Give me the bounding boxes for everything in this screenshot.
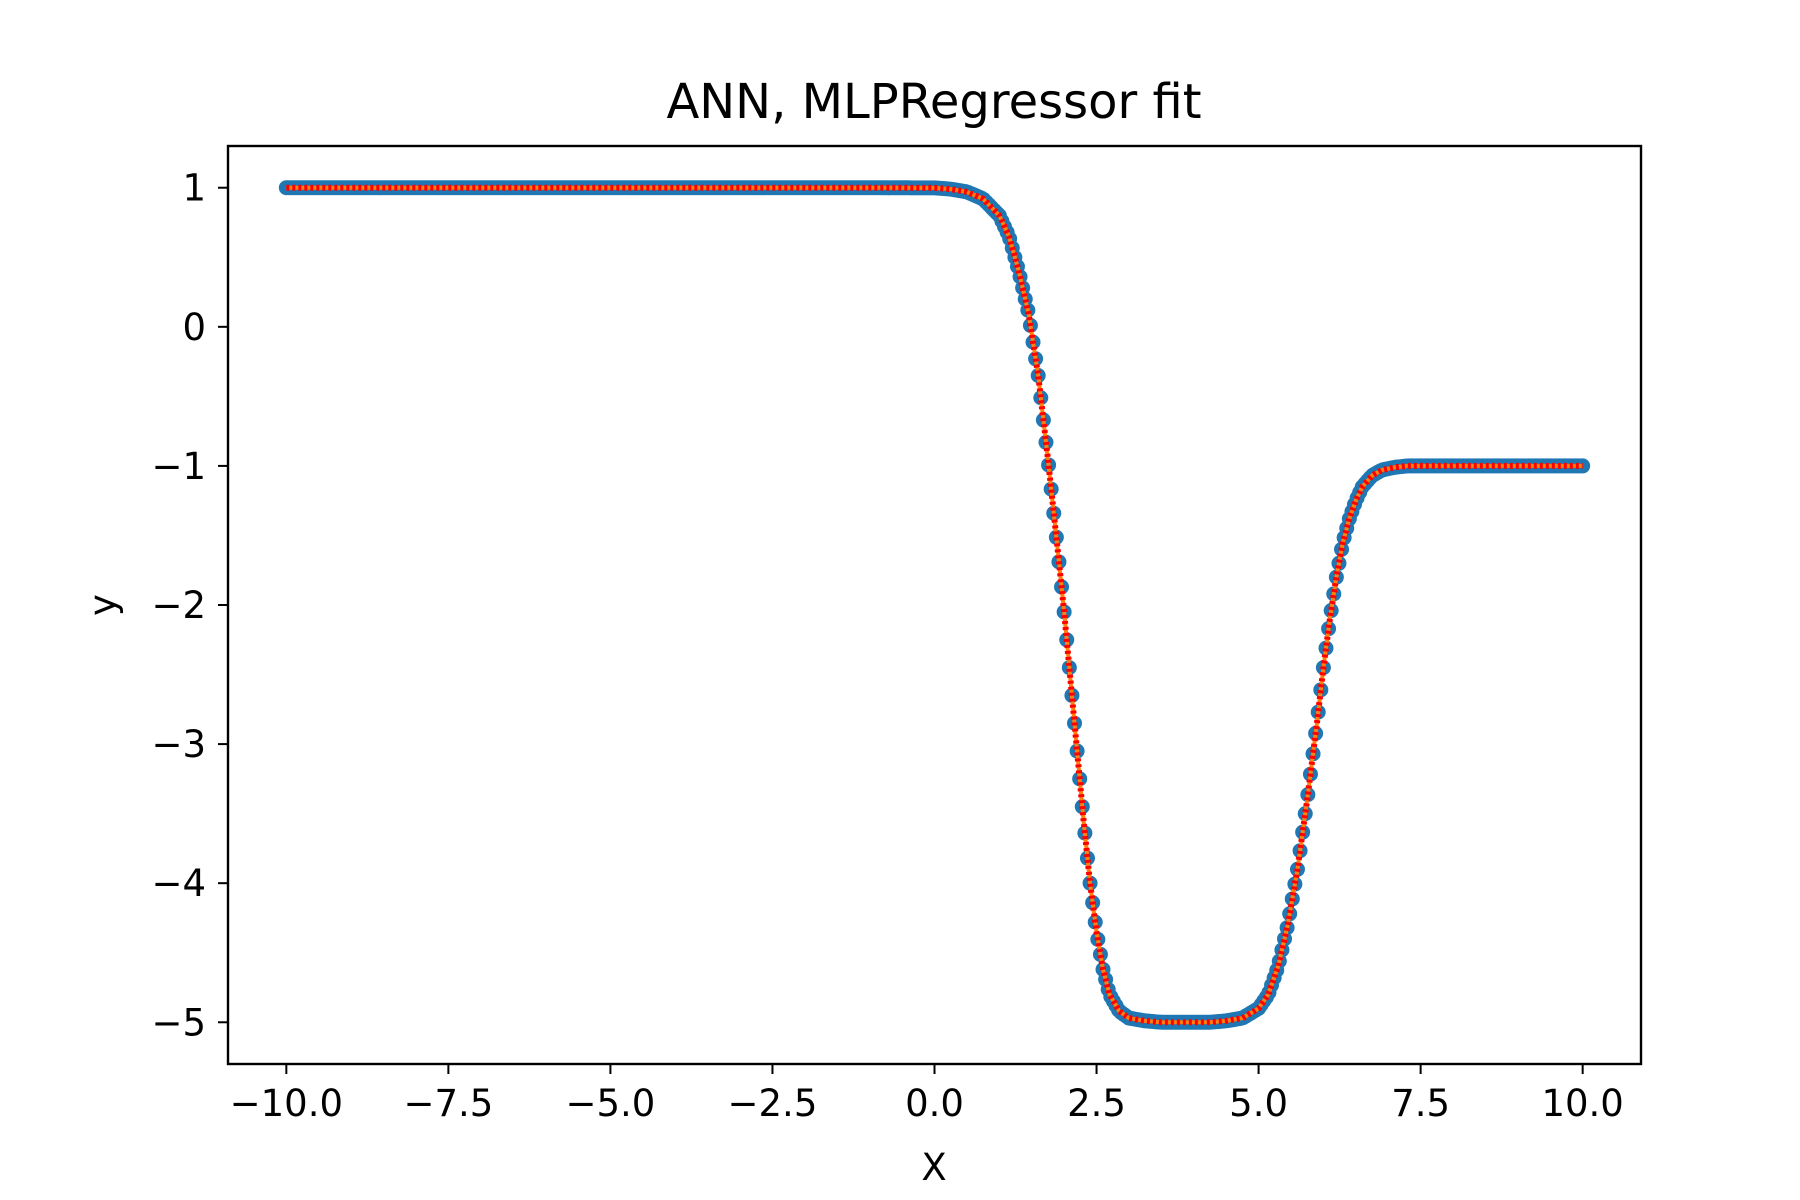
x-tick-label: 2.5 <box>1067 1082 1126 1125</box>
x-tick-label: −10.0 <box>230 1082 343 1125</box>
y-tick-label: 1 <box>182 167 206 210</box>
y-tick-label: −3 <box>151 723 206 766</box>
plot-area <box>278 180 1591 1030</box>
y-tick-label: 0 <box>182 306 206 349</box>
y-tick-label: −2 <box>151 584 206 627</box>
x-tick-label: −5.0 <box>565 1082 655 1125</box>
chart-title: ANN, MLPRegressor fit <box>666 74 1201 130</box>
y-tick-label: −1 <box>151 445 206 488</box>
x-tick-label: 7.5 <box>1391 1082 1450 1125</box>
axis-ticks: −10.0 −7.5 −5.0 −2.5 0.0 2.5 5.0 7.5 10.0 1 0 −1 −2 −… <box>151 167 1623 1125</box>
y-axis-label: y <box>81 594 124 616</box>
x-axis-label: X <box>921 1146 946 1189</box>
x-tick-label: 0.0 <box>905 1082 964 1125</box>
x-tick-label: −7.5 <box>403 1082 493 1125</box>
prediction-line <box>286 184 1583 1026</box>
x-tick-label: −2.5 <box>728 1082 818 1125</box>
x-tick-label: 10.0 <box>1541 1082 1623 1125</box>
y-tick-label: −5 <box>151 1001 206 1044</box>
y-tick-label: −4 <box>151 862 206 905</box>
x-tick-label: 5.0 <box>1229 1082 1288 1125</box>
